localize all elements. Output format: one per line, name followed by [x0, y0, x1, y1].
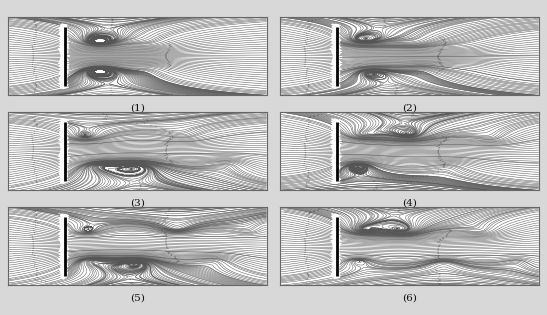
Text: (4): (4) — [402, 199, 417, 208]
Text: (2): (2) — [402, 104, 417, 113]
Text: (5): (5) — [130, 294, 145, 303]
Text: (1): (1) — [130, 104, 145, 113]
Text: (6): (6) — [402, 294, 417, 303]
Text: (3): (3) — [130, 199, 145, 208]
